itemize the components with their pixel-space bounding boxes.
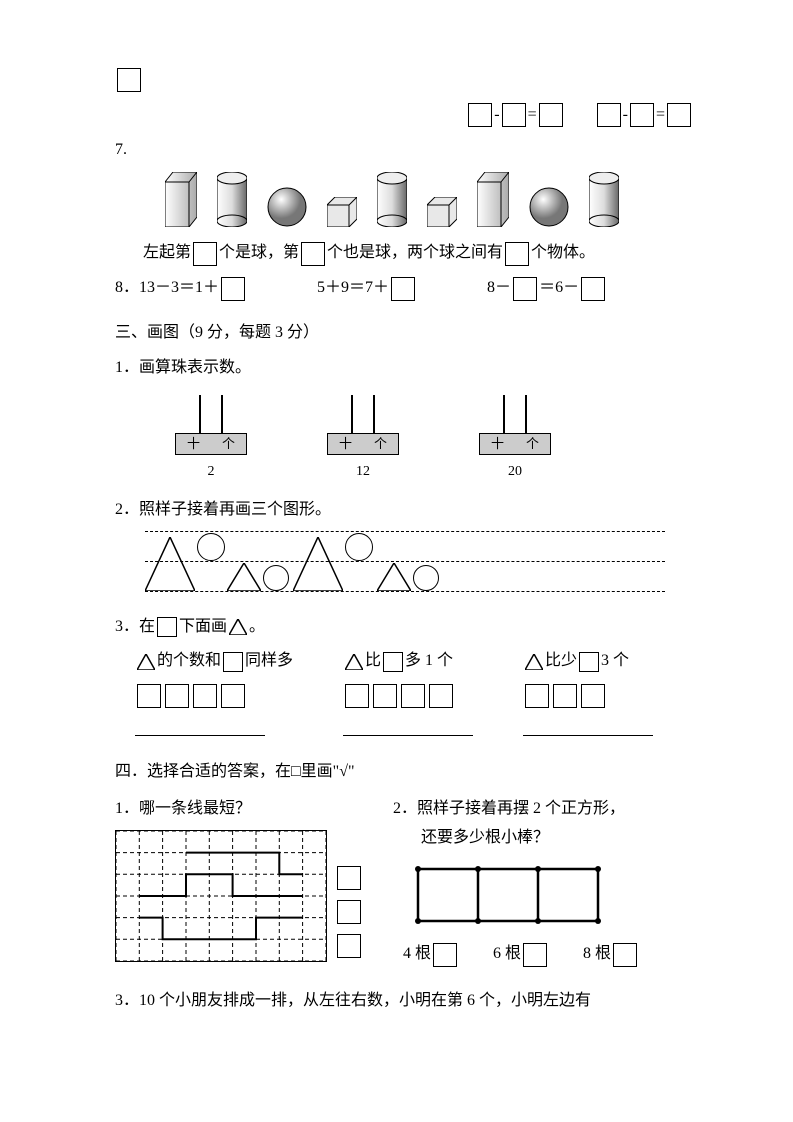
pattern-area: [145, 531, 665, 601]
check-box[interactable]: [613, 943, 637, 967]
sec4-row: 1．哪一条线最短？: [115, 795, 713, 969]
check-box[interactable]: [337, 934, 361, 958]
cube-icon: [427, 197, 457, 227]
matchstick-figure: [413, 864, 713, 926]
sec4-q1: 1．哪一条线最短？: [115, 795, 363, 962]
q3-3-col: 的个数和同样多: [135, 647, 293, 736]
check-box[interactable]: [337, 866, 361, 890]
eq-1: -=: [466, 101, 564, 130]
cuboid-icon: [477, 172, 509, 227]
q8: 8．13－3＝1＋ 5＋9＝7＋ 8－＝6－: [115, 274, 713, 303]
sec3-title: 三、画图（9 分，每题 3 分）: [115, 319, 713, 348]
opt-row: 4 根 6 根 8 根: [403, 940, 713, 969]
q7-num: 7.: [115, 141, 127, 158]
check-box[interactable]: [523, 943, 547, 967]
cylinder-icon: [589, 172, 619, 227]
eq-line-top: -= -=: [115, 101, 693, 130]
cylinder-icon: [217, 172, 247, 227]
sec3-q3: 3．在下面画。: [115, 613, 713, 642]
sec3-q2: 2．照样子接着再画三个图形。: [115, 496, 713, 525]
grid-figure: [115, 830, 327, 962]
sphere-icon: [529, 187, 569, 227]
abacus-row: 十个 2 十个 12 十个 20: [175, 395, 713, 484]
q7-text: 左起第个是球，第个也是球，两个球之间有个物体。: [143, 239, 713, 268]
shapes-row: [165, 172, 713, 227]
q3-3-col: 比少3 个: [523, 647, 653, 736]
sec4-q3: 3．10 个小朋友排成一排，从左往右数，小明在第 6 个，小明左边有: [115, 987, 713, 1016]
grid-checks: [335, 866, 363, 958]
check-box[interactable]: [337, 900, 361, 924]
cuboid-icon: [165, 172, 197, 227]
cube-icon: [327, 197, 357, 227]
q7: 7.: [115, 136, 713, 165]
check-box[interactable]: [433, 943, 457, 967]
eq-2: -=: [595, 101, 693, 130]
q3-3: 的个数和同样多 比多 1 个 比少3 个: [135, 647, 713, 736]
cylinder-icon: [377, 172, 407, 227]
abacus: 十个 20: [479, 395, 551, 484]
abacus: 十个 12: [327, 395, 399, 484]
sphere-icon: [267, 187, 307, 227]
q3-3-col: 比多 1 个: [343, 647, 473, 736]
orphan-box: [117, 68, 141, 92]
sec4-title: 四．选择合适的答案，在□里画"√": [115, 758, 713, 787]
sec4-q2: 2．照样子接着再摆 2 个正方形， 还要多少根小棒？ 4 根 6: [393, 795, 713, 969]
sec3-q1: 1．画算珠表示数。: [115, 354, 713, 383]
abacus: 十个 2: [175, 395, 247, 484]
